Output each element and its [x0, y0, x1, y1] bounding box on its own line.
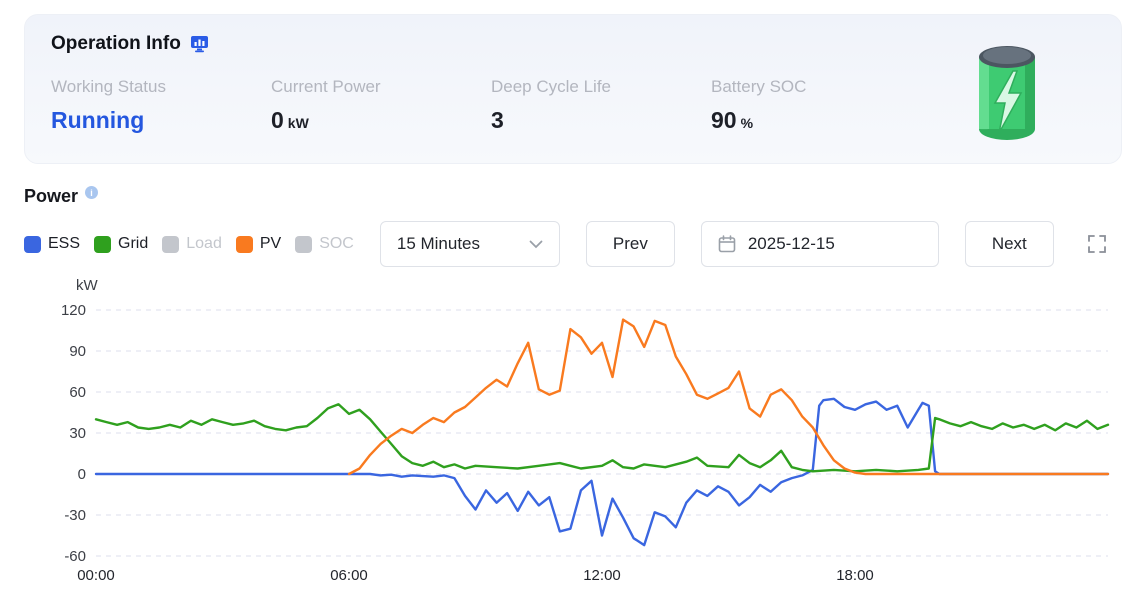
svg-text:12:00: 12:00: [583, 567, 621, 584]
operation-info-title: Operation Info: [51, 33, 181, 54]
date-picker-value: 2025-12-15: [747, 234, 835, 253]
next-button-label: Next: [991, 234, 1027, 253]
legend-label: Grid: [118, 235, 149, 252]
legend-item-pv[interactable]: PV: [235, 235, 282, 253]
chart-legend: ESS Grid Load PV SOC: [24, 235, 354, 253]
legend-swatch-grid: [94, 235, 112, 253]
svg-text:06:00: 06:00: [330, 567, 368, 584]
power-chart-svg[interactable]: -60 -30 0 30 60 90 120 00:00 06:00 12:00 18:00: [24, 296, 1122, 588]
info-icon[interactable]: i: [85, 186, 99, 199]
legend-item-soc[interactable]: SOC: [295, 235, 354, 253]
svg-text:0: 0: [78, 466, 86, 483]
stat-value: 0: [271, 107, 284, 133]
legend-label: SOC: [319, 235, 354, 252]
power-chart[interactable]: -60 -30 0 30 60 90 120 00:00 06:00 12:00 18:00: [24, 296, 1122, 593]
battery-icon: [971, 41, 1043, 150]
legend-swatch-pv: [235, 235, 253, 253]
date-picker[interactable]: 2025-12-15: [700, 221, 939, 267]
svg-text:-30: -30: [64, 507, 86, 524]
legend-label: PV: [259, 235, 282, 252]
stat-label: Battery SOC: [711, 77, 807, 96]
stat-value: 90: [711, 107, 737, 133]
calendar-icon: [718, 235, 736, 253]
stat-battery-soc: Battery SOC 90 %: [711, 77, 931, 134]
stat-label: Working Status: [51, 77, 166, 96]
chart-controls: ESS Grid Load PV SOC 15 Minutes: [24, 221, 1122, 267]
svg-text:00:00: 00:00: [77, 567, 115, 584]
y-axis-unit-label: kW: [76, 277, 98, 294]
fullscreen-expand-icon[interactable]: [1086, 233, 1108, 255]
operation-info-card: Operation Info Working Status Running Cu…: [24, 14, 1122, 164]
svg-text:-60: -60: [64, 548, 86, 565]
prev-button[interactable]: Prev: [585, 221, 675, 267]
svg-text:60: 60: [69, 384, 86, 401]
interval-select-value: 15 Minutes: [396, 234, 481, 253]
stat-value: 3: [491, 107, 504, 133]
monitor-chart-icon: [190, 35, 209, 53]
operation-stats: Working Status Running Current Power 0 k…: [51, 77, 1095, 134]
svg-text:30: 30: [69, 425, 86, 442]
svg-text:18:00: 18:00: [836, 567, 874, 584]
stat-current-power: Current Power 0 kW: [271, 77, 491, 134]
power-title: Power: [24, 186, 79, 206]
stat-deep-cycle-life: Deep Cycle Life 3: [491, 77, 711, 134]
legend-label: ESS: [48, 235, 81, 252]
stat-working-status: Working Status Running: [51, 77, 271, 134]
legend-label: Load: [186, 235, 222, 252]
stat-label: Deep Cycle Life: [491, 77, 612, 96]
stat-unit: kW: [287, 115, 309, 131]
svg-text:90: 90: [69, 343, 86, 360]
legend-swatch-soc: [295, 235, 313, 253]
legend-item-grid[interactable]: Grid: [94, 235, 148, 253]
power-section: Power i ESS Grid Load PV SOC: [24, 186, 1122, 593]
stat-label: Current Power: [271, 77, 381, 96]
chevron-down-icon: [529, 240, 543, 249]
prev-button-label: Prev: [612, 234, 648, 253]
svg-text:120: 120: [61, 302, 86, 319]
next-button[interactable]: Next: [964, 221, 1054, 267]
stat-value: Running: [51, 107, 145, 133]
stat-unit: %: [740, 115, 754, 131]
legend-swatch-load: [162, 235, 180, 253]
legend-item-ess[interactable]: ESS: [24, 235, 80, 253]
legend-item-load[interactable]: Load: [162, 235, 222, 253]
interval-select[interactable]: 15 Minutes: [379, 221, 560, 267]
legend-swatch-ess: [24, 235, 41, 253]
